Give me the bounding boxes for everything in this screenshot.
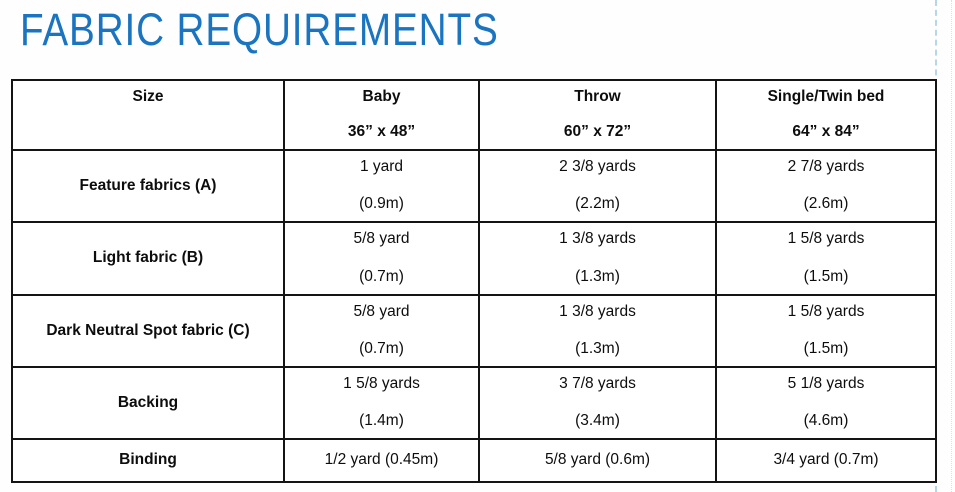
cell-yards: 2 3/8 yards <box>559 158 636 175</box>
header-throw-name: Throw <box>574 88 621 105</box>
cell-binding-throw: 5/8 yard (0.6m) <box>478 438 715 481</box>
row-label-light-fabric: Light fabric (B) <box>13 221 283 294</box>
cell-yards: 3 7/8 yards <box>559 375 636 392</box>
cell-metric: (1.3m) <box>575 340 620 358</box>
cell-backing-baby: 1 5/8 yards (1.4m) <box>283 366 478 438</box>
cell-metric: (1.4m) <box>359 412 404 430</box>
cell-yards: 1 3/8 yards <box>559 303 636 320</box>
page-title: FABRIC REQUIREMENTS <box>20 4 499 55</box>
cell-metric: (4.6m) <box>803 412 849 430</box>
cell-light-single-twin: 1 5/8 yards (1.5m) <box>715 221 935 294</box>
row-label-text: Backing <box>117 393 179 411</box>
header-baby-dimensions: 36” x 48” <box>347 123 416 141</box>
cell-yards: 5/8 yard <box>353 230 410 247</box>
cell-yards: 5 1/8 yards <box>787 375 865 392</box>
cell-metric: (1.5m) <box>803 340 849 358</box>
header-cell-size: Size <box>13 81 283 149</box>
header-throw-dimensions: 60” x 72” <box>563 123 632 141</box>
cell-feature-single-twin: 2 7/8 yards (2.6m) <box>715 149 935 221</box>
header-cell-throw: Throw 60” x 72” <box>478 81 715 149</box>
cell-metric: (0.7m) <box>359 340 404 358</box>
cell-metric: (2.2m) <box>575 195 620 213</box>
cell-binding-baby: 1/2 yard (0.45m) <box>283 438 478 481</box>
row-label-text: Binding <box>119 451 177 469</box>
cell-feature-baby: 1 yard (0.9m) <box>283 149 478 221</box>
cell-yards: 1 5/8 yards <box>787 303 865 320</box>
cell-dark-throw: 1 3/8 yards (1.3m) <box>478 294 715 366</box>
row-label-text: Dark Neutral Spot fabric (C) <box>46 321 250 339</box>
cell-metric: (3.4m) <box>575 412 620 430</box>
cell-yards: 1/2 yard (0.45m) <box>324 451 439 469</box>
cell-light-baby: 5/8 yard (0.7m) <box>283 221 478 294</box>
cell-yards: 5/8 yard <box>353 303 410 320</box>
row-label-binding: Binding <box>13 438 283 481</box>
header-size-label: Size <box>132 88 164 105</box>
cell-yards: 5/8 yard (0.6m) <box>544 451 651 469</box>
cell-backing-throw: 3 7/8 yards (3.4m) <box>478 366 715 438</box>
cell-metric: (0.7m) <box>359 268 404 286</box>
cell-yards: 1 3/8 yards <box>559 230 636 247</box>
header-cell-baby: Baby 36” x 48” <box>283 81 478 149</box>
header-cell-single-twin-bed: Single/Twin bed 64” x 84” <box>715 81 935 149</box>
cell-metric: (1.5m) <box>803 268 849 286</box>
cell-metric: (0.9m) <box>359 195 404 213</box>
fabric-requirements-table: Size Baby 36” x 48” Throw 60” x 72” Sing… <box>11 79 937 483</box>
header-single-twin-name: Single/Twin bed <box>767 88 885 105</box>
row-label-text: Light fabric (B) <box>92 249 204 267</box>
cell-yards: 3/4 yard (0.7m) <box>773 451 879 469</box>
cell-yards: 1 5/8 yards <box>787 230 865 247</box>
row-label-backing: Backing <box>13 366 283 438</box>
row-label-text: Feature fabrics (A) <box>79 176 217 194</box>
row-label-feature-fabrics: Feature fabrics (A) <box>13 149 283 221</box>
cell-yards: 2 7/8 yards <box>787 158 865 175</box>
header-baby-name: Baby <box>362 88 401 105</box>
cell-feature-throw: 2 3/8 yards (2.2m) <box>478 149 715 221</box>
cell-backing-single-twin: 5 1/8 yards (4.6m) <box>715 366 935 438</box>
cell-yards: 1 yard <box>359 158 404 175</box>
page-edge-guide-line <box>951 0 952 492</box>
cell-yards: 1 5/8 yards <box>343 375 420 392</box>
cell-dark-baby: 5/8 yard (0.7m) <box>283 294 478 366</box>
row-label-dark-neutral-spot-fabric: Dark Neutral Spot fabric (C) <box>13 294 283 366</box>
cell-metric: (1.3m) <box>575 268 620 286</box>
cell-dark-single-twin: 1 5/8 yards (1.5m) <box>715 294 935 366</box>
header-single-twin-dimensions: 64” x 84” <box>792 123 860 141</box>
cell-metric: (2.6m) <box>803 195 849 213</box>
cell-binding-single-twin: 3/4 yard (0.7m) <box>715 438 935 481</box>
cell-light-throw: 1 3/8 yards (1.3m) <box>478 221 715 294</box>
